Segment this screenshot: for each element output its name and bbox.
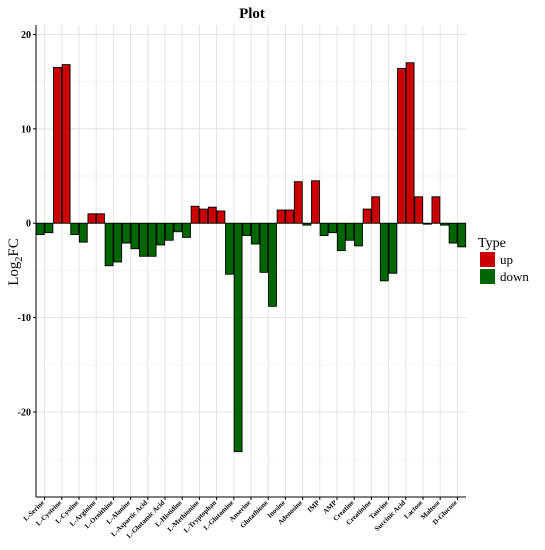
bar-up xyxy=(371,196,381,224)
legend-label-down: down xyxy=(500,269,529,284)
bar-up xyxy=(96,213,105,224)
legend-swatch-up xyxy=(480,252,495,267)
bar-down xyxy=(354,222,363,247)
bar-down xyxy=(139,222,148,257)
bar-up xyxy=(311,180,320,224)
bar-up xyxy=(362,208,372,224)
legend-title: Type xyxy=(478,236,506,251)
legend: Type up down xyxy=(478,236,529,284)
bar-down xyxy=(422,222,432,225)
bar-down xyxy=(156,222,166,246)
bar-down xyxy=(147,222,157,257)
bar-down xyxy=(44,222,54,234)
bar-down xyxy=(268,222,277,307)
bar-down xyxy=(78,222,88,243)
y-tick-label: 10 xyxy=(21,124,31,135)
legend-swatch-down xyxy=(480,269,495,284)
bar-up xyxy=(61,64,71,224)
bar-down xyxy=(35,222,45,236)
bar-up xyxy=(87,213,97,224)
bar-down xyxy=(233,222,243,453)
bar-up xyxy=(405,62,415,224)
y-tick-label: 20 xyxy=(21,30,31,41)
y-axis-label: Log2FC xyxy=(6,238,25,286)
bar-up xyxy=(431,196,441,224)
bar-down xyxy=(448,222,458,244)
x-tick-label: IMP xyxy=(306,498,322,514)
bar-up xyxy=(53,67,62,224)
bar-up xyxy=(216,210,226,224)
bar-down xyxy=(319,222,329,236)
bar-down xyxy=(388,222,398,274)
bar-down xyxy=(457,222,467,248)
bar-down xyxy=(250,222,260,245)
bar-up xyxy=(397,67,406,224)
ylabel-main: Log xyxy=(6,261,22,286)
bar-up xyxy=(207,206,217,224)
bar-down xyxy=(440,222,449,226)
bar-down xyxy=(336,222,346,252)
ylabel-tail: FC xyxy=(6,238,22,256)
y-tick-label: -20 xyxy=(18,408,31,419)
bar-down xyxy=(242,222,252,236)
bar-down xyxy=(113,222,123,263)
bar-down xyxy=(70,222,80,236)
bars xyxy=(35,62,467,453)
legend-label-up: up xyxy=(500,252,513,267)
legend-entries: up down xyxy=(480,252,529,284)
bar-down xyxy=(259,222,269,273)
ylabel-subscript: 2 xyxy=(14,257,25,262)
bar-down xyxy=(104,222,114,267)
bar-up xyxy=(276,209,286,224)
bar-up xyxy=(285,209,295,224)
bar-down xyxy=(225,222,234,275)
bar-down xyxy=(302,222,312,226)
bar-down xyxy=(345,222,355,241)
y-tick-label: -10 xyxy=(18,313,31,324)
bar-down xyxy=(182,222,191,238)
bar-up xyxy=(199,208,209,224)
bar-up xyxy=(190,205,200,224)
bar-down xyxy=(379,222,389,282)
bar-down xyxy=(173,222,183,233)
bar-down xyxy=(328,222,338,234)
bar-up xyxy=(293,181,303,224)
x-ticks: L-SerineL-CysteineL-CystineL-ArginineL-O… xyxy=(22,497,459,540)
y-ticks: -20 -10 0 10 20 xyxy=(18,30,36,419)
bar-down xyxy=(130,222,140,250)
y-tick-label: 0 xyxy=(26,219,31,230)
chart-title: Plot xyxy=(239,6,265,22)
bar-down xyxy=(164,222,174,241)
bar-up xyxy=(414,196,424,224)
bar-down xyxy=(121,222,131,244)
